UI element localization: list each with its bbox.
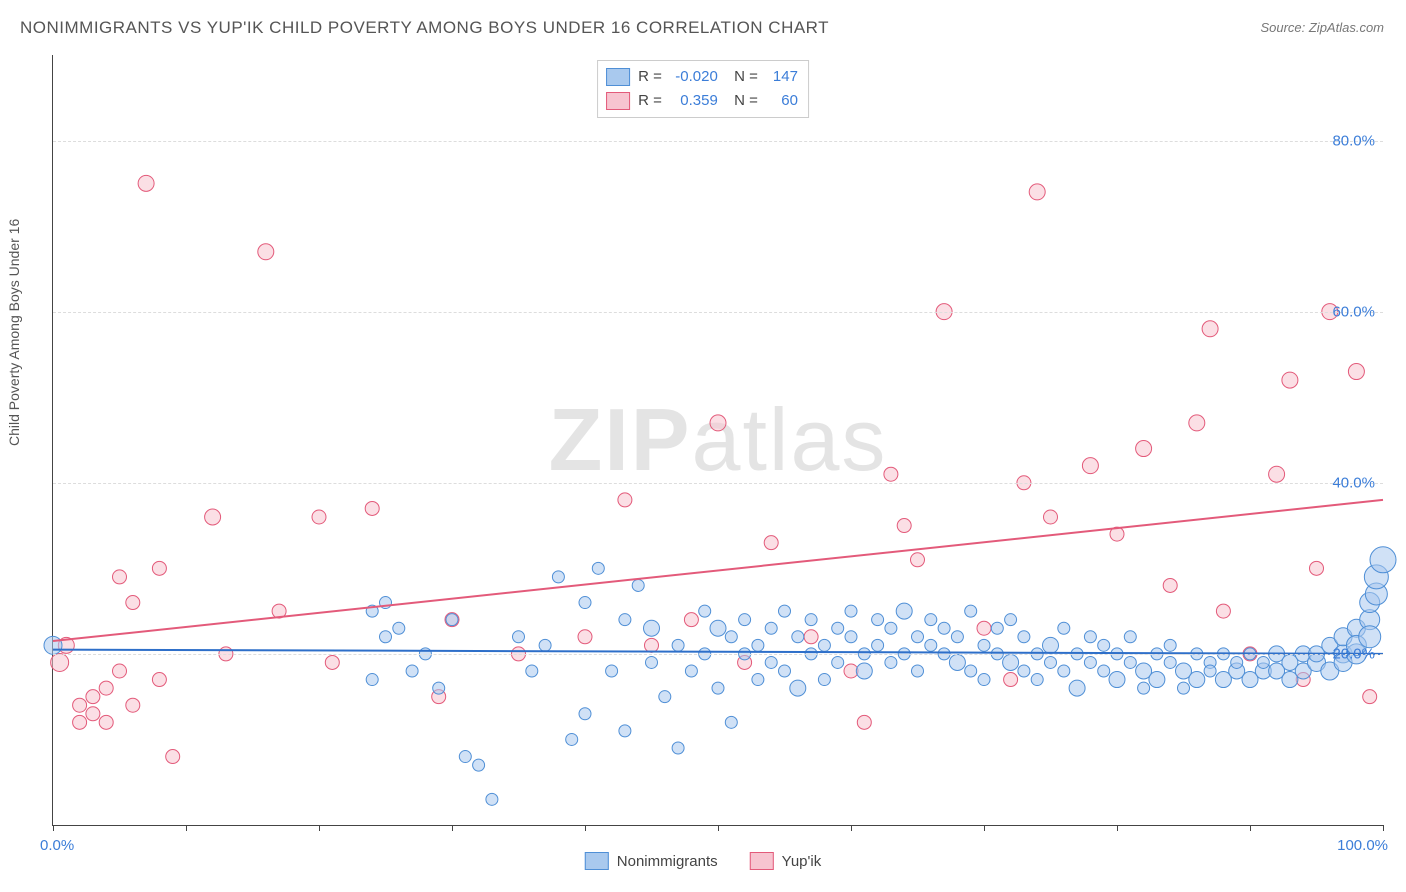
y-tick-label: 40.0%: [1332, 474, 1375, 491]
y-tick-label: 80.0%: [1332, 132, 1375, 149]
x-axis-label-max: 100.0%: [1337, 837, 1388, 854]
swatch-yupik: [606, 92, 630, 110]
plot-area: ZIPatlas 20.0%40.0%60.0%80.0%: [52, 55, 1383, 826]
legend-stats-row-1: R = 0.359 N = 60: [606, 89, 798, 113]
chart-svg: [53, 55, 1383, 825]
y-axis-title: Child Poverty Among Boys Under 16: [6, 219, 22, 446]
y-tick-label: 60.0%: [1332, 303, 1375, 320]
source-attribution: Source: ZipAtlas.com: [1260, 20, 1384, 35]
y-tick-label: 20.0%: [1332, 645, 1375, 662]
bottom-legend: Nonimmigrants Yup'ik: [585, 852, 821, 870]
swatch-nonimmigrants: [606, 68, 630, 86]
legend-item-nonimmigrants: Nonimmigrants: [585, 852, 718, 870]
legend-item-yupik: Yup'ik: [750, 852, 822, 870]
legend-stats-row-0: R = -0.020 N = 147: [606, 65, 798, 89]
legend-stats-box: R = -0.020 N = 147 R = 0.359 N = 60: [597, 60, 809, 118]
chart-title: NONIMMIGRANTS VS YUP'IK CHILD POVERTY AM…: [20, 18, 829, 38]
x-axis-label-min: 0.0%: [40, 837, 74, 854]
